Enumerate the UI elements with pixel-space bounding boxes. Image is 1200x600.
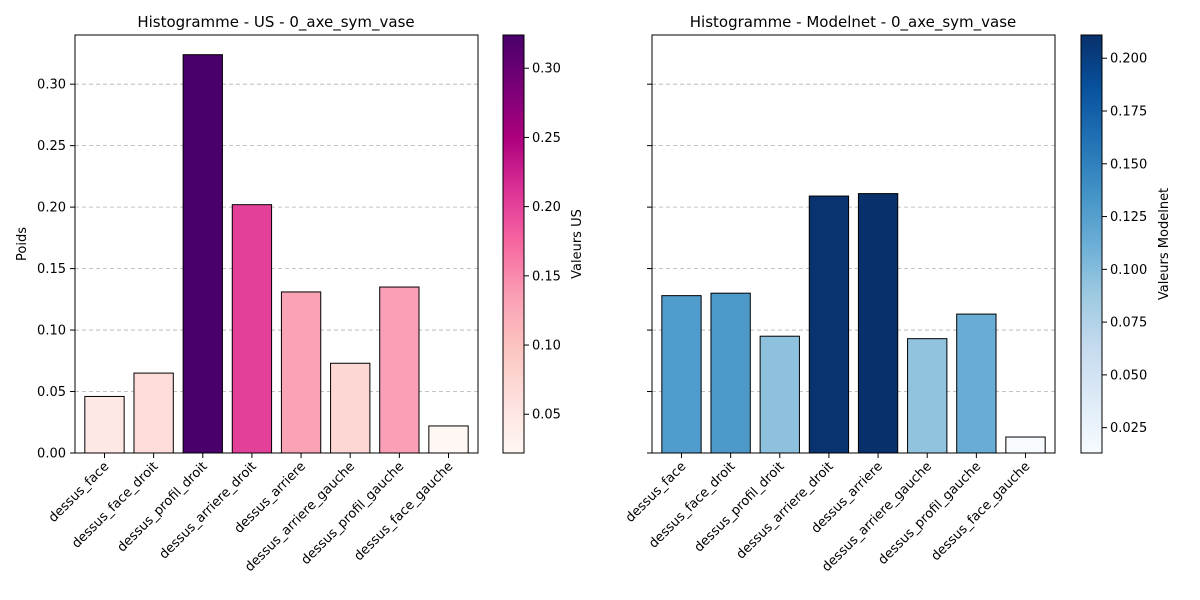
colorbar-tick-label: 0.20 xyxy=(532,200,561,215)
colorbar-tick-label: 0.30 xyxy=(532,62,561,77)
chart-modelnet-x-axis: dessus_facedessus_face_droitdessus_profi… xyxy=(623,453,1033,575)
bar-dessus_face xyxy=(661,295,702,454)
bar-dessus_arriere xyxy=(857,193,899,454)
bar-dessus_face_droit xyxy=(133,372,174,454)
bar-dessus_profil_droit xyxy=(182,54,223,454)
colorbar-tick-label: 0.15 xyxy=(532,269,561,284)
bar-dessus_face_gauche xyxy=(428,425,469,454)
chart-us-y-axis: 0.00 0.05 0.10 0.15 0.20 0.25 0.30 xyxy=(37,78,75,462)
bar-dessus_profil_droit xyxy=(759,335,800,454)
chart-modelnet-colorbar-ticks: 0.025 0.050 0.075 0.100 0.125 0.150 0.175 0.200 xyxy=(1102,52,1147,436)
colorbar-tick-label: 0.25 xyxy=(532,131,561,146)
chart-us-title: Histogramme - US - 0_axe_sym_vase xyxy=(137,13,414,32)
bar-dessus_profil_gauche xyxy=(956,313,997,454)
bar-dessus_face xyxy=(84,395,125,454)
chart-us-y-axis-label: Poids xyxy=(15,227,30,261)
colorbar-tick-label: 0.150 xyxy=(1110,157,1147,172)
chart-us-plot-frame xyxy=(74,34,479,454)
y-tick-label: 0.25 xyxy=(37,139,66,154)
colorbar-tick-label: 0.075 xyxy=(1110,316,1147,331)
y-tick-label: 0.20 xyxy=(37,201,66,216)
bar-dessus_arriere_droit xyxy=(808,195,850,454)
y-tick-label: 0.05 xyxy=(37,385,66,400)
x-tick-label: dessus_arriere_droit xyxy=(734,459,837,562)
bar-dessus_face_droit xyxy=(710,292,751,454)
bar-dessus_face_gauche xyxy=(1005,436,1046,454)
y-tick-label: 0.10 xyxy=(37,324,66,339)
colorbar-tick-label: 0.125 xyxy=(1110,210,1147,225)
colorbar-tick-label: 0.100 xyxy=(1110,263,1147,278)
chart-modelnet-colorbar-label: Valeurs Modelnet xyxy=(1157,188,1172,300)
x-tick-label: dessus_face_gauche xyxy=(351,459,456,564)
chart-modelnet-bars xyxy=(661,193,1046,454)
colorbar-tick-label: 0.200 xyxy=(1110,52,1147,67)
chart-us-colorbar xyxy=(502,34,525,454)
chart-modelnet-title: Histogramme - Modelnet - 0_axe_sym_vase xyxy=(690,13,1017,32)
chart-us-bars xyxy=(84,54,469,454)
chart-us-colorbar-ticks: 0.05 0.10 0.15 0.20 0.25 0.30 xyxy=(524,62,561,423)
chart-modelnet-plot-frame xyxy=(651,34,1056,454)
y-tick-label: 0.15 xyxy=(37,262,66,277)
colorbar-tick-label: 0.050 xyxy=(1110,368,1147,383)
bar-dessus_profil_gauche xyxy=(379,286,420,454)
x-tick-label: dessus_profil_droit xyxy=(692,459,788,555)
colorbar-tick-label: 0.05 xyxy=(532,408,561,423)
x-tick-label: dessus_arriere_droit xyxy=(157,459,260,562)
bar-dessus_arriere_droit xyxy=(231,204,273,454)
chart-modelnet: Histogramme - Modelnet - 0_axe_sym_vase … xyxy=(623,13,1172,575)
x-tick-label: dessus_face_gauche xyxy=(928,459,1033,564)
chart-modelnet-colorbar xyxy=(1080,34,1103,454)
chart-modelnet-y-axis xyxy=(647,83,652,454)
bar-dessus_arriere_gauche xyxy=(907,338,948,454)
bar-dessus_arriere_gauche xyxy=(330,362,371,454)
x-tick-label: dessus_face_droit xyxy=(646,459,738,551)
chart-us-colorbar-label: Valeurs US xyxy=(570,209,585,279)
x-tick-label: dessus_face_droit xyxy=(69,459,161,551)
chart-us: Histogramme - US - 0_axe_sym_vase 0.000.… xyxy=(15,13,585,575)
y-tick-label: 0.00 xyxy=(37,447,66,462)
colorbar-tick-label: 0.10 xyxy=(532,339,561,354)
chart-us-x-axis: dessus_facedessus_face_droitdessus_profi… xyxy=(46,453,456,575)
bar-dessus_arriere xyxy=(280,291,322,454)
colorbar-tick-label: 0.025 xyxy=(1110,421,1147,436)
colorbar-tick-label: 0.175 xyxy=(1110,105,1147,120)
y-tick-label: 0.30 xyxy=(37,78,66,93)
x-tick-label: dessus_profil_droit xyxy=(115,459,211,555)
